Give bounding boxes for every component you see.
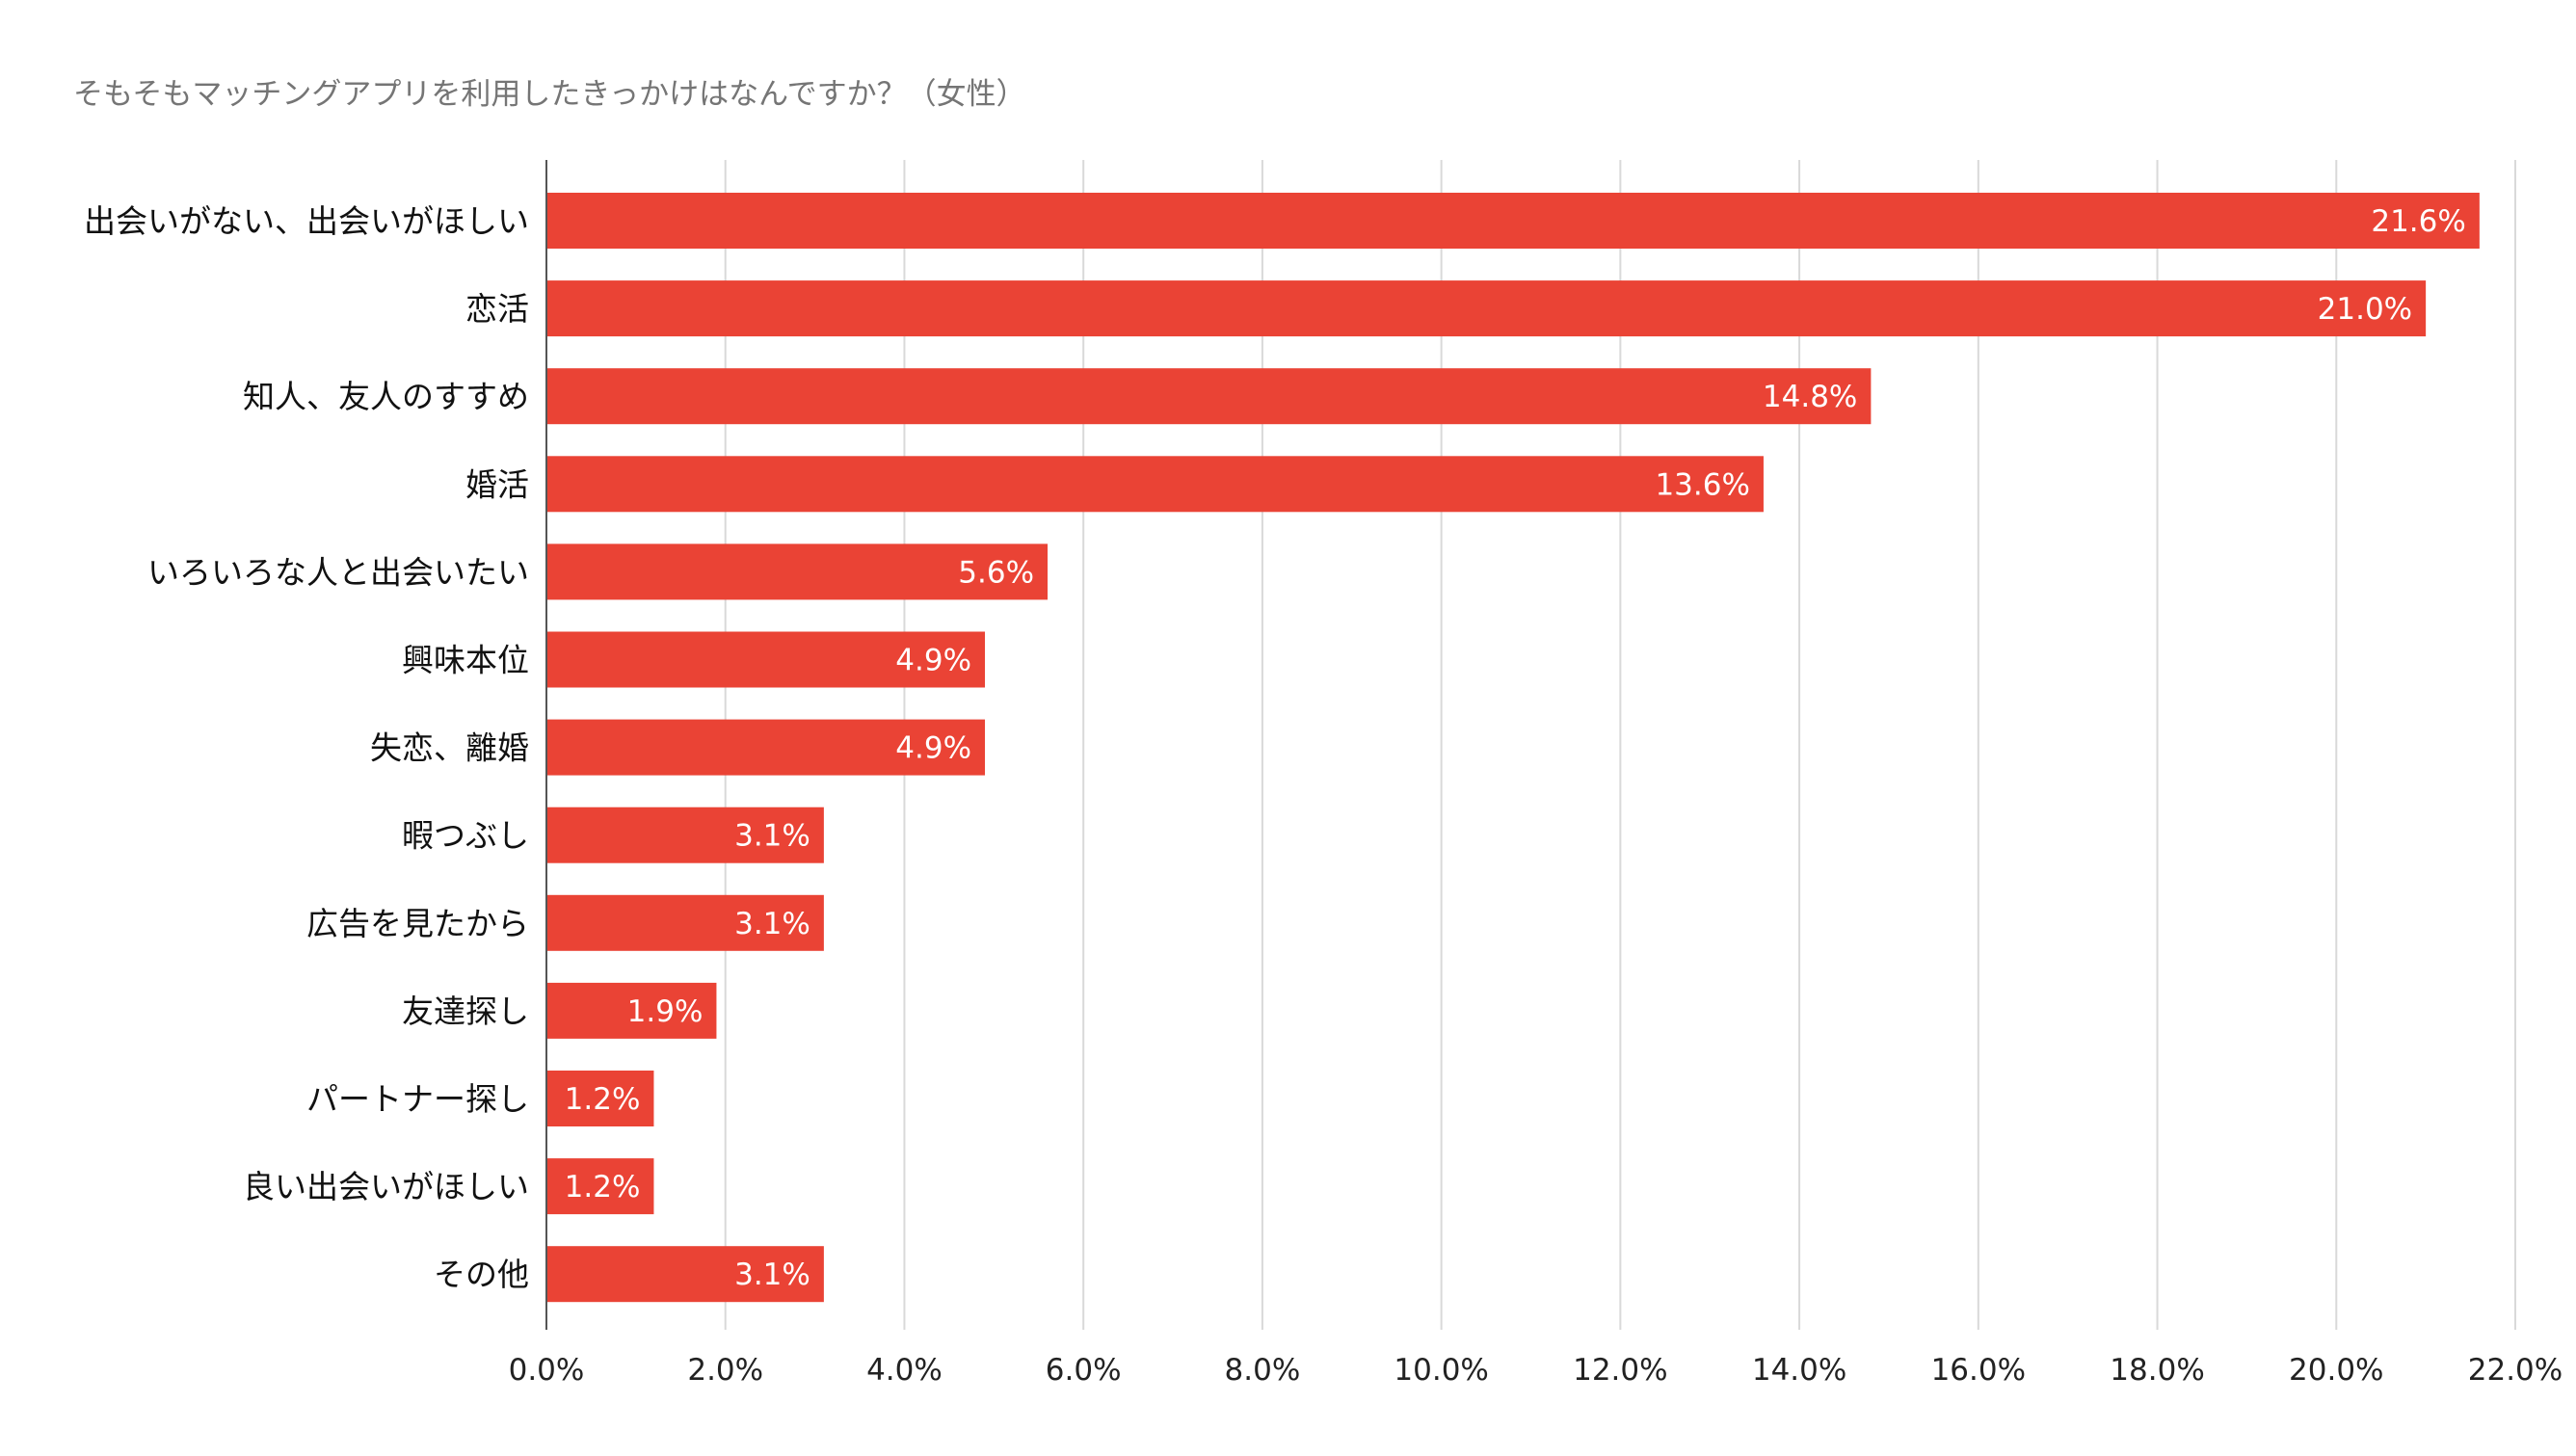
x-tick-label: 6.0% bbox=[1046, 1353, 1122, 1388]
bar bbox=[546, 1246, 824, 1303]
data-label: 1.2% bbox=[565, 1082, 641, 1117]
bar bbox=[546, 280, 2427, 337]
x-tick-label: 22.0% bbox=[2468, 1353, 2563, 1388]
x-tick-label: 8.0% bbox=[1225, 1353, 1301, 1388]
category-label: 知人、友人のすすめ bbox=[243, 378, 529, 415]
bar bbox=[546, 368, 1872, 425]
category-label: 友達探し bbox=[402, 993, 529, 1030]
category-label: いろいろな人と出会いたい bbox=[147, 553, 529, 591]
bar bbox=[546, 631, 986, 688]
bar bbox=[546, 1071, 654, 1126]
bar bbox=[546, 807, 824, 863]
bars: 21.6% 21.0% 14.8% 13.6% 5.6% 4.9% 4.9% 3.1% 3.1%… bbox=[546, 193, 2480, 1303]
data-label: 21.6% bbox=[2371, 204, 2465, 239]
category-label: 恋活 bbox=[465, 290, 529, 328]
x-tick-label: 20.0% bbox=[2289, 1353, 2383, 1388]
x-tick-label: 0.0% bbox=[509, 1353, 585, 1388]
category-label: パートナー探し bbox=[306, 1080, 529, 1118]
axes: 0.0% 2.0% 4.0% 6.0% 8.0% 10.0% 12.0% 14.0% 16.0%… bbox=[84, 160, 2563, 1388]
category-label: 失恋、離婚 bbox=[370, 729, 529, 767]
category-label: 婚活 bbox=[465, 465, 529, 503]
x-tick-label: 18.0% bbox=[2110, 1353, 2204, 1388]
data-label: 1.2% bbox=[565, 1170, 641, 1205]
data-label: 4.9% bbox=[895, 644, 971, 678]
x-tick-label: 4.0% bbox=[866, 1353, 943, 1388]
data-label: 14.8% bbox=[1763, 380, 1857, 414]
category-label: 広告を見たから bbox=[306, 905, 529, 942]
x-tick-label: 10.0% bbox=[1394, 1353, 1488, 1388]
data-label: 13.6% bbox=[1655, 467, 1749, 502]
x-tick-label: 16.0% bbox=[1931, 1353, 2026, 1388]
bar bbox=[546, 456, 1764, 513]
data-label: 3.1% bbox=[734, 1257, 810, 1292]
data-label: 21.0% bbox=[2318, 292, 2412, 327]
data-label: 5.6% bbox=[958, 555, 1034, 590]
chart-title: そもそもマッチングアプリを利用したきっかけはなんですか？（女性） bbox=[73, 77, 1026, 112]
category-label: 興味本位 bbox=[402, 642, 529, 679]
bar bbox=[546, 193, 2480, 249]
x-tick-label: 2.0% bbox=[687, 1353, 763, 1388]
bar bbox=[546, 894, 824, 951]
data-label: 3.1% bbox=[734, 819, 810, 854]
category-label: 良い出会いがほしい bbox=[243, 1168, 529, 1205]
bar bbox=[546, 719, 986, 776]
bar bbox=[546, 1158, 654, 1215]
category-label: 暇つぶし bbox=[402, 817, 529, 855]
data-label: 1.9% bbox=[627, 994, 704, 1029]
category-label: その他 bbox=[434, 1256, 529, 1293]
x-tick-label: 12.0% bbox=[1573, 1353, 1667, 1388]
bar bbox=[546, 543, 1049, 600]
data-label: 3.1% bbox=[734, 907, 810, 941]
x-tick-label: 14.0% bbox=[1752, 1353, 1846, 1388]
data-label: 4.9% bbox=[895, 731, 971, 766]
bar bbox=[546, 982, 717, 1039]
category-label: 出会いがない、出会いがほしい bbox=[84, 202, 529, 240]
